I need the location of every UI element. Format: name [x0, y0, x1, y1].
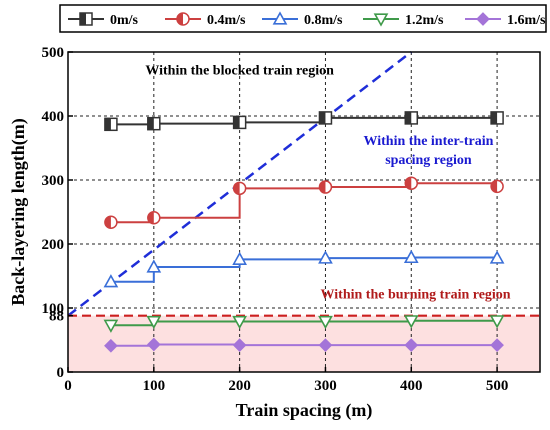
series-1.6m/s: [104, 337, 504, 353]
data-point-half: [147, 211, 154, 224]
series-line: [110, 256, 499, 283]
y-tick-label: 100: [42, 301, 65, 317]
x-tick-label: 300: [314, 378, 337, 394]
y-tick-label: 300: [42, 173, 65, 189]
annotation-text: Within the inter-train: [363, 134, 493, 149]
data-point-half: [319, 181, 326, 194]
legend-item: 0m/s: [68, 12, 139, 28]
shaded-burning-region: [68, 315, 540, 372]
data-point: [146, 315, 162, 330]
x-tick-label: 400: [400, 378, 423, 394]
legend-label: 1.2m/s: [405, 13, 444, 28]
legend-item: 0.4m/s: [165, 12, 246, 28]
legend-marker-half: [177, 13, 183, 25]
data-point: [318, 250, 333, 264]
data-point: [104, 338, 118, 353]
x-tick-label: 100: [143, 378, 166, 394]
x-tick-label: 200: [228, 378, 251, 394]
x-axis-title: Train spacing (m): [236, 400, 373, 421]
data-point: [489, 250, 505, 264]
legend-marker: [476, 12, 490, 26]
y-tick-label: 200: [42, 237, 65, 253]
series-line: [110, 182, 499, 224]
data-point: [146, 337, 161, 352]
annotation-text: Within the burning train region: [321, 287, 511, 302]
data-point: [103, 319, 119, 333]
legend-item: 0.8m/s: [262, 11, 343, 28]
data-point: [403, 315, 419, 329]
legend-marker: [373, 13, 389, 27]
annotations: Within the blocked train region Within th…: [145, 63, 510, 302]
legend-item: 1.6m/s: [465, 12, 546, 28]
series-0m/s: [104, 111, 504, 132]
data-point-half: [104, 118, 111, 131]
data-point: [232, 338, 247, 352]
data-point-half: [405, 111, 412, 124]
data-point-half: [319, 111, 326, 124]
data-point: [146, 259, 162, 273]
legend-label: 0.8m/s: [304, 13, 343, 28]
data-point: [318, 315, 333, 330]
data-point: [404, 338, 419, 352]
legend-box: [59, 4, 547, 33]
data-point-half: [233, 116, 240, 129]
data-point-half: [104, 216, 111, 229]
data-point-half: [491, 180, 498, 193]
x-tick-label: 500: [486, 378, 509, 394]
data-point-half: [147, 117, 154, 130]
y-tick-label: 0: [57, 365, 65, 381]
data-point-half: [405, 177, 412, 190]
y-tick-label: 500: [42, 45, 65, 61]
annotation-text: Within the blocked train region: [145, 63, 334, 78]
data-point: [318, 338, 333, 352]
data-point-half: [233, 182, 240, 195]
data-point: [103, 274, 119, 288]
legend-item: 1.2m/s: [363, 13, 444, 28]
legend-label: 0m/s: [110, 13, 139, 28]
plot-frame: [67, 51, 541, 373]
series-layer: [103, 111, 505, 353]
legend-label: 0.4m/s: [207, 13, 246, 28]
y-tick-label: 88: [49, 309, 64, 325]
data-point: [232, 315, 247, 330]
legend-label: 1.6m/s: [507, 13, 546, 28]
series-1.2m/s: [103, 315, 505, 333]
data-point-half: [491, 111, 498, 124]
data-point: [232, 251, 247, 265]
data-point: [490, 338, 504, 352]
legend: 0m/s 0.4m/s 0.8m/s 1.2m/s 1.6m/s: [59, 4, 547, 33]
series-0.8m/s: [103, 249, 505, 288]
legend-marker: [272, 11, 288, 25]
annotation-text: spacing region: [385, 153, 472, 168]
y-tick-label: 400: [42, 109, 65, 125]
legend-marker-half: [80, 13, 86, 25]
data-point: [403, 249, 419, 264]
y-axis-title: Back-layering length(m): [8, 118, 29, 305]
series-0.4m/s: [104, 176, 504, 229]
data-point: [489, 315, 505, 329]
series-line: [110, 116, 498, 126]
x-tick-label: 0: [64, 378, 72, 394]
